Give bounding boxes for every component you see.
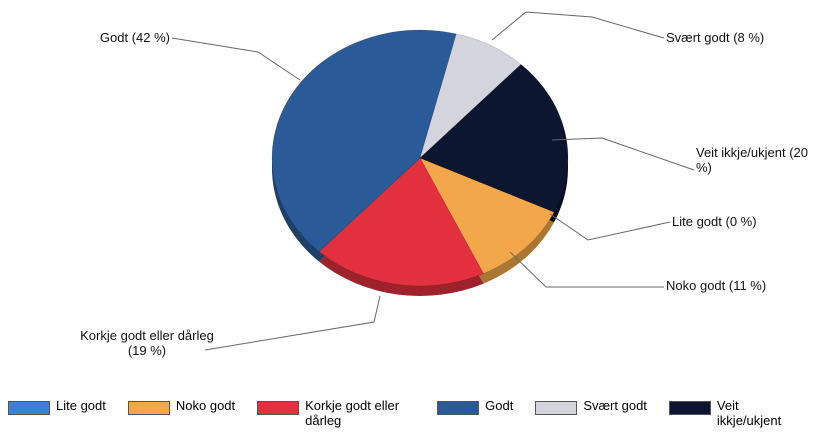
legend: Lite godt Noko godt Korkje godt eller dårl…: [8, 398, 834, 428]
data-label: Godt (42 %): [99, 30, 170, 45]
legend-swatch: [437, 401, 480, 415]
data-label: Svært godt (8 %): [666, 30, 765, 45]
legend-swatch: [8, 401, 50, 415]
legend-label: Noko godt: [175, 398, 236, 413]
legend-item: Lite godt: [8, 398, 106, 415]
legend-item: Svært godt: [535, 398, 647, 415]
slice: [419, 33, 522, 159]
data-label: Veit ikkje/ukjent (20 %): [696, 145, 809, 175]
leader-line: [171, 37, 301, 81]
leader-line: [509, 251, 664, 288]
legend-label: Lite godt: [56, 398, 106, 413]
leader-line: [549, 213, 671, 241]
data-label: Lite godt (0 %): [672, 214, 757, 229]
slice: [419, 64, 569, 213]
legend-label: Veit ikkje/ukjent: [716, 398, 782, 428]
slice: [318, 157, 484, 287]
leader-line: [491, 11, 665, 41]
legend-item: Korkje godt eller dårleg: [257, 398, 415, 428]
data-label: Noko godt (11 %): [666, 278, 767, 293]
data-label: Korkje godt eller dårleg (19 %): [80, 328, 214, 358]
legend-item: Noko godt: [127, 398, 236, 415]
pie-area: [171, 11, 695, 351]
legend-swatch: [257, 401, 300, 415]
legend-item: Veit ikkje/ukjent: [668, 398, 797, 428]
legend-label: Godt: [485, 398, 514, 413]
legend-swatch: [127, 401, 170, 415]
leader-line: [204, 295, 381, 351]
slice: [271, 29, 457, 252]
legend-label: Korkje godt eller dårleg: [305, 398, 400, 428]
legend-label: Svært godt: [583, 398, 647, 413]
legend-swatch: [668, 401, 711, 415]
legend-item: Godt: [437, 398, 513, 415]
legend-swatch: [535, 401, 578, 415]
leader-line: [551, 137, 695, 171]
